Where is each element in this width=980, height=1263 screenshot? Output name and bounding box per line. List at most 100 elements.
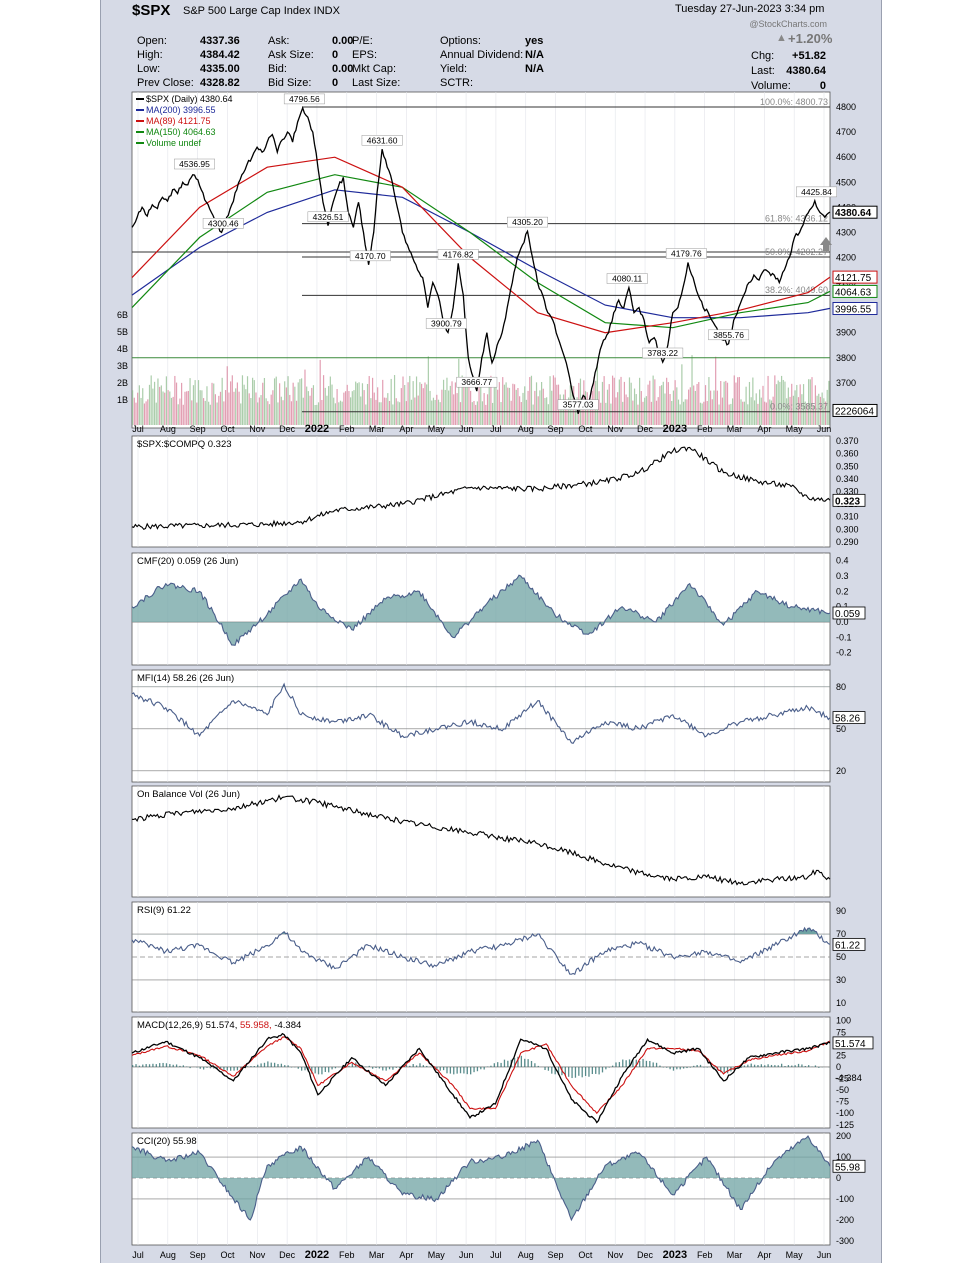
macd-histogram-bar xyxy=(639,1060,641,1067)
macd-histogram-bar xyxy=(483,1066,485,1070)
macd-histogram-bar xyxy=(148,1064,151,1067)
volume-bar xyxy=(461,375,463,425)
volume-bar xyxy=(645,396,647,425)
macd-histogram-bar xyxy=(436,1066,438,1070)
x-tick-label: Mar xyxy=(369,424,385,434)
macd-histogram-bar xyxy=(628,1059,631,1067)
x-tick-label: Feb xyxy=(339,424,355,434)
volume-bar xyxy=(486,394,489,425)
book-label: Bid: xyxy=(268,63,287,75)
volume-bar xyxy=(400,388,402,425)
y-tick-label: -125 xyxy=(836,1120,854,1130)
y-tick-label: -75 xyxy=(836,1097,849,1107)
volume-bar xyxy=(801,394,803,425)
volume-bar xyxy=(657,397,659,425)
volume-bar xyxy=(243,384,245,425)
summary-label: Last: xyxy=(751,65,775,77)
volume-bar xyxy=(216,402,218,425)
macd-histogram-bar xyxy=(666,1066,668,1068)
x-tick-label: Nov xyxy=(607,424,624,434)
volume-bar xyxy=(635,394,637,425)
volume-bar xyxy=(752,377,754,425)
macd-histogram-bar xyxy=(608,1066,610,1068)
volume-bar xyxy=(279,383,281,425)
y-tick-label: -100 xyxy=(836,1194,854,1204)
volume-bar xyxy=(505,382,507,425)
macd-histogram-bar xyxy=(273,1062,276,1067)
volume-bar xyxy=(238,391,240,425)
volume-bar xyxy=(285,387,287,425)
macd-histogram-bar xyxy=(770,1064,773,1067)
volume-bar xyxy=(390,378,392,425)
volume-bar xyxy=(471,402,473,425)
volume-bar xyxy=(397,401,399,425)
volume-bar xyxy=(723,381,725,425)
volume-bar xyxy=(431,400,433,425)
tag-box xyxy=(832,493,866,507)
volume-bar xyxy=(691,355,693,425)
cmf-line xyxy=(131,574,831,646)
volume-bar xyxy=(241,375,244,425)
macd-histogram-bar xyxy=(331,1066,333,1070)
volume-bar xyxy=(366,383,369,425)
macd-histogram-bar xyxy=(476,1066,479,1072)
macd-histogram-bar xyxy=(328,1066,330,1073)
volume-bar xyxy=(606,389,609,425)
price-annotation: 3783.22 xyxy=(642,347,684,359)
volume-bar xyxy=(405,401,407,425)
y-tick-label: 0.0 xyxy=(836,617,849,627)
volume-bar xyxy=(260,395,262,425)
x-tick-label: Aug xyxy=(518,1250,534,1260)
volume-bar xyxy=(197,380,200,425)
macd-histogram-bar xyxy=(743,1065,746,1067)
macd-histogram-bar xyxy=(517,1056,519,1067)
volume-bar xyxy=(132,390,134,425)
macd-histogram-bar xyxy=(233,1066,235,1071)
volume-bar xyxy=(307,391,309,425)
volume-bar xyxy=(201,390,203,425)
volume-bar xyxy=(165,376,168,425)
volume-bar xyxy=(218,395,220,425)
volume-bar xyxy=(787,387,789,425)
annotation-box xyxy=(283,93,325,105)
quote-value: 4337.36 xyxy=(200,35,240,47)
volume-bar xyxy=(551,390,553,425)
volume-bar xyxy=(230,381,232,425)
volume-bar xyxy=(539,390,541,425)
price-annotation: 4176.82 xyxy=(437,249,479,260)
macd-histogram-bar xyxy=(206,1066,208,1068)
x-tick-label: Feb xyxy=(339,1250,355,1260)
macd-histogram-bar xyxy=(584,1066,587,1076)
y-tick-label: 4600 xyxy=(836,152,856,162)
price-annotation: 3577.03 xyxy=(557,399,599,410)
macd-histogram-bar xyxy=(263,1062,266,1067)
volume-bar xyxy=(417,395,419,425)
annotation-text: 4179.76 xyxy=(671,249,702,259)
macd-histogram-bar xyxy=(676,1066,678,1070)
volume-bar xyxy=(441,389,443,425)
volume-bar xyxy=(639,377,641,425)
volume-tick-label: 6B xyxy=(117,310,128,320)
annotation-text: 4176.82 xyxy=(443,249,474,259)
volume-bar xyxy=(748,381,751,425)
macd-histogram-bar xyxy=(317,1066,320,1075)
macd-histogram-bar xyxy=(524,1058,526,1067)
volume-bar xyxy=(676,387,678,425)
volume-bar xyxy=(710,390,712,425)
macd-histogram-bar xyxy=(145,1064,147,1067)
volume-bar xyxy=(221,377,223,425)
annotation-box xyxy=(606,273,648,284)
volume-bar xyxy=(375,399,377,425)
volume-bar xyxy=(446,377,448,425)
volume-bar xyxy=(804,401,806,425)
macd-histogram-bar xyxy=(287,1065,289,1067)
price-tag: 4064.63 xyxy=(832,284,878,298)
x-tick-label: 2023 xyxy=(663,1249,687,1261)
macd-histogram-bar xyxy=(672,1066,675,1071)
macd-histogram-bar xyxy=(223,1066,225,1070)
macd-histogram-bar xyxy=(547,1066,550,1071)
panel-bg xyxy=(131,435,831,548)
volume-bar xyxy=(828,380,830,425)
summary-value: +51.82 xyxy=(792,50,826,62)
volume-bar xyxy=(632,400,634,425)
